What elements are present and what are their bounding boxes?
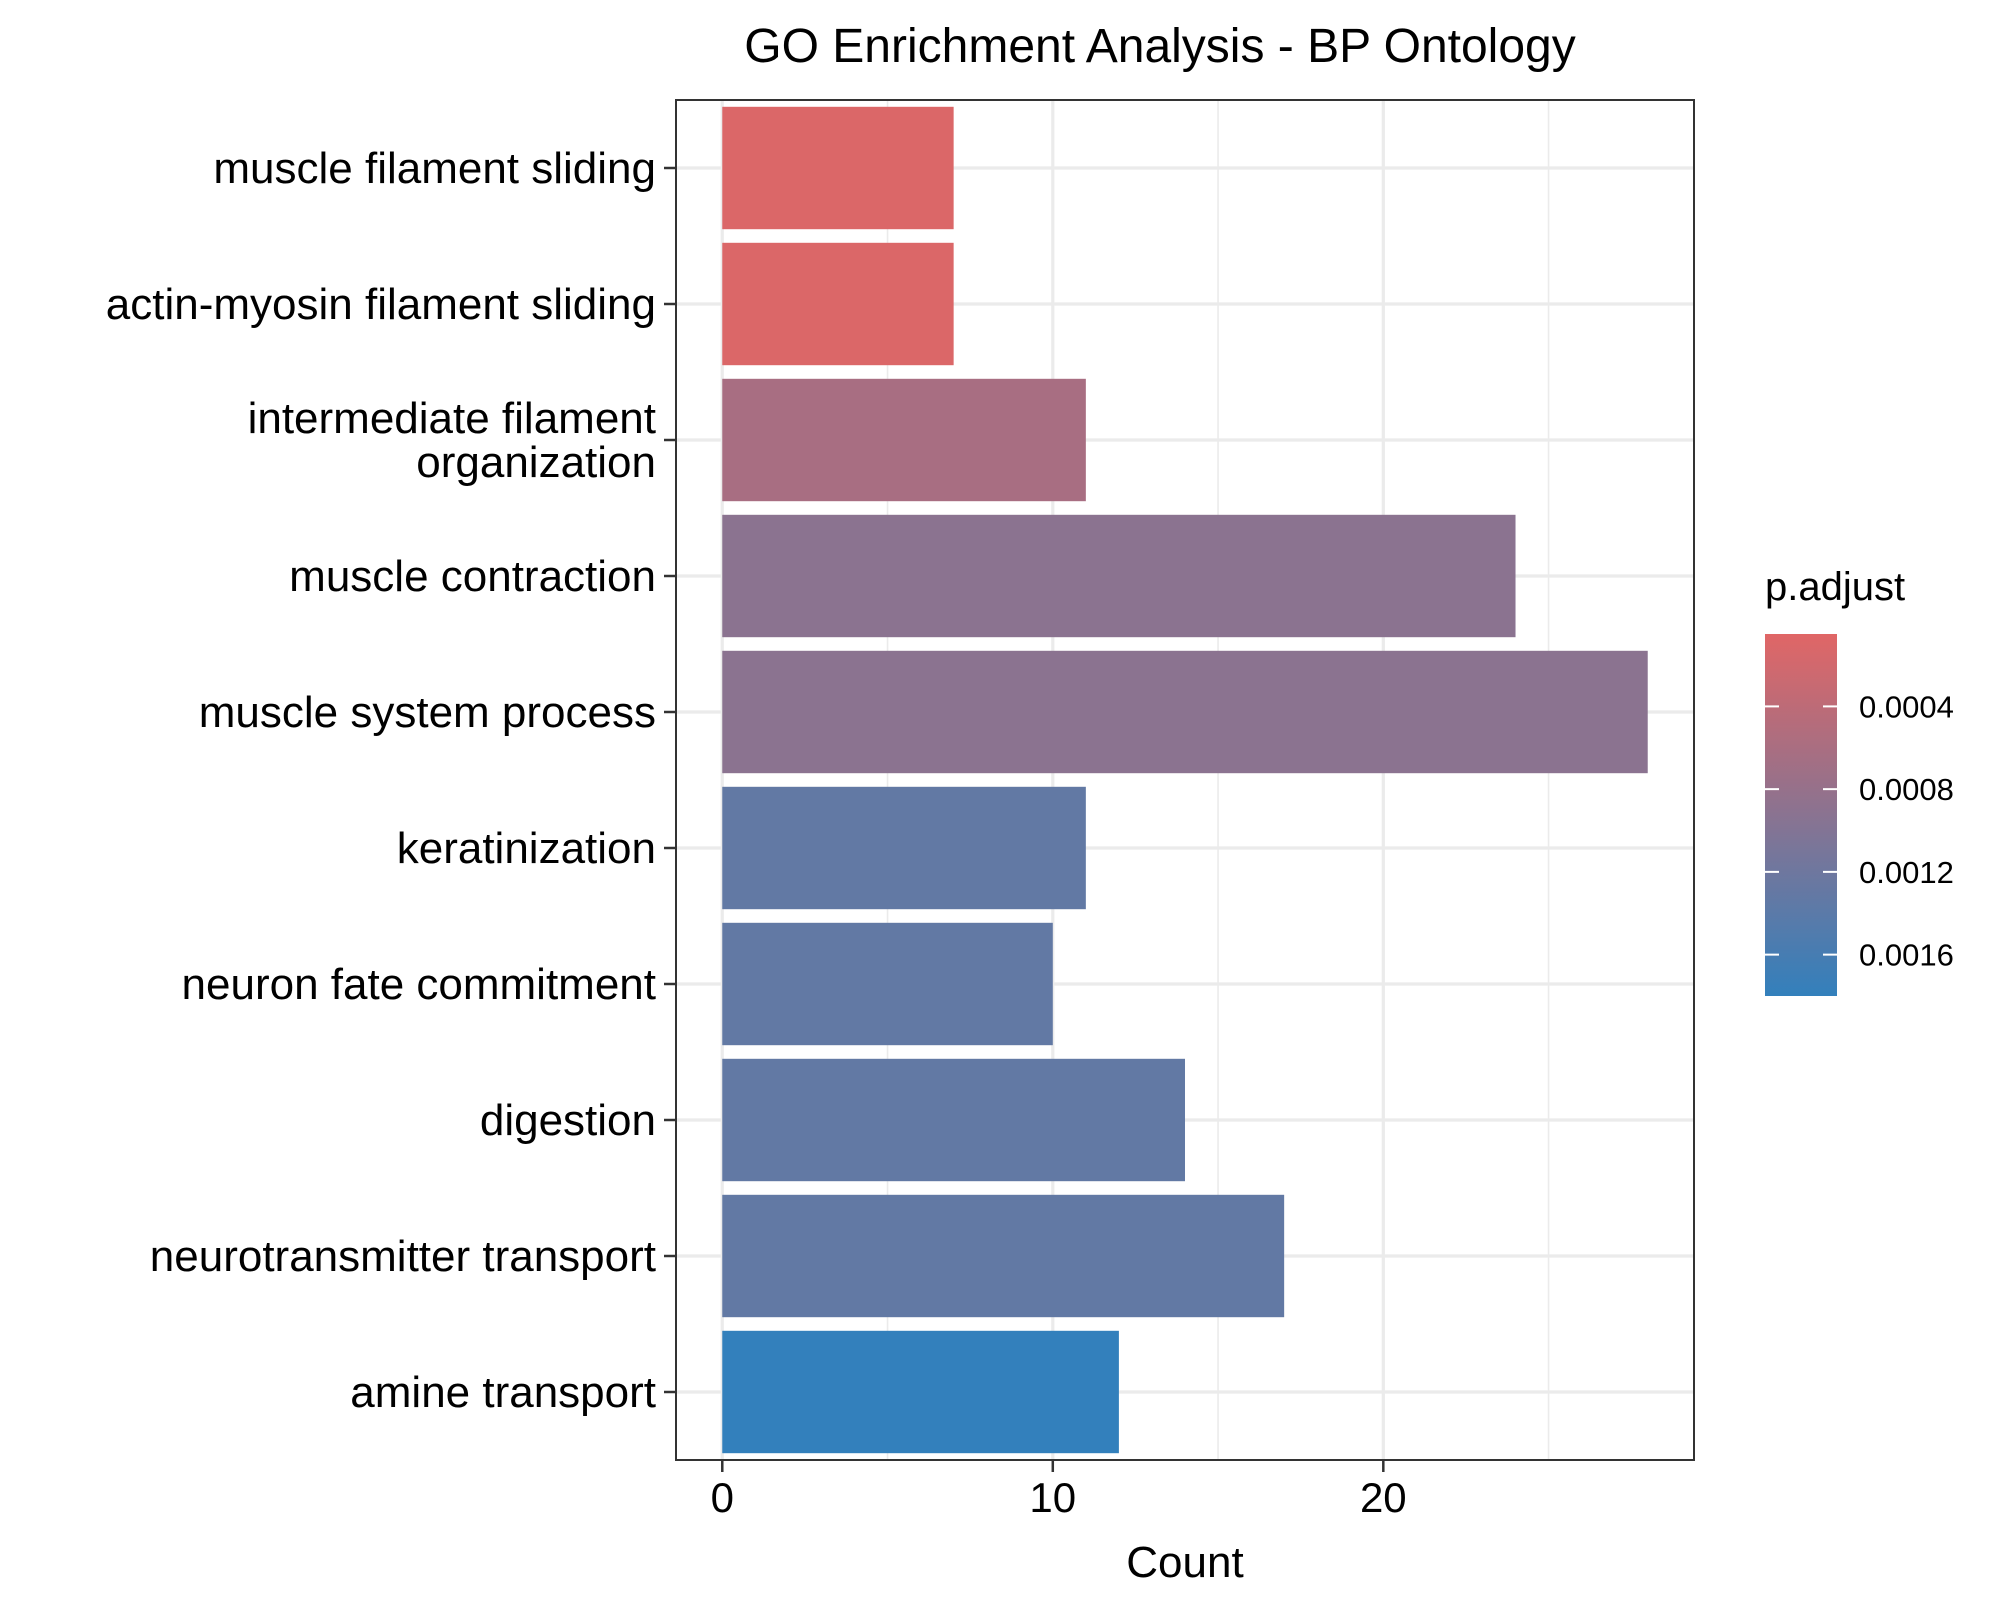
bar <box>722 514 1516 638</box>
bar <box>722 1330 1119 1454</box>
bar <box>722 378 1086 502</box>
panel-border <box>675 99 1695 1461</box>
category-label: intermediate filament organization <box>248 394 656 487</box>
legend-title: p.adjust <box>1765 565 1905 609</box>
chart-title: GO Enrichment Analysis - BP Ontology <box>744 20 1575 73</box>
category-label: muscle contraction <box>289 552 656 601</box>
category-label: keratinization <box>397 824 656 873</box>
category-label: digestion <box>480 1096 656 1145</box>
category-label: neurotransmitter transport <box>150 1232 656 1281</box>
x-tick-label: 10 <box>1029 1474 1076 1521</box>
legend-tick-label: 0.0008 <box>1859 772 1954 807</box>
bar <box>722 786 1086 910</box>
legend-tick-label: 0.0004 <box>1859 689 1954 724</box>
legend-tick-label: 0.0016 <box>1859 938 1954 973</box>
x-tick-label: 0 <box>711 1474 734 1521</box>
legend-tick-label: 0.0012 <box>1859 855 1954 890</box>
category-label: neuron fate commitment <box>182 960 656 1009</box>
category-label: muscle system process <box>199 688 656 737</box>
bar <box>722 922 1053 1046</box>
legend-colorbar <box>1765 634 1837 996</box>
bar <box>722 242 954 366</box>
category-label: amine transport <box>350 1368 656 1417</box>
bar <box>722 650 1648 774</box>
category-label: actin-myosin filament sliding <box>106 280 656 329</box>
category-label: muscle filament sliding <box>213 144 656 193</box>
x-axis-title: Count <box>1126 1538 1243 1587</box>
bar <box>722 106 954 230</box>
x-tick-label: 20 <box>1360 1474 1407 1521</box>
bar <box>722 1058 1185 1182</box>
bar <box>722 1194 1285 1318</box>
